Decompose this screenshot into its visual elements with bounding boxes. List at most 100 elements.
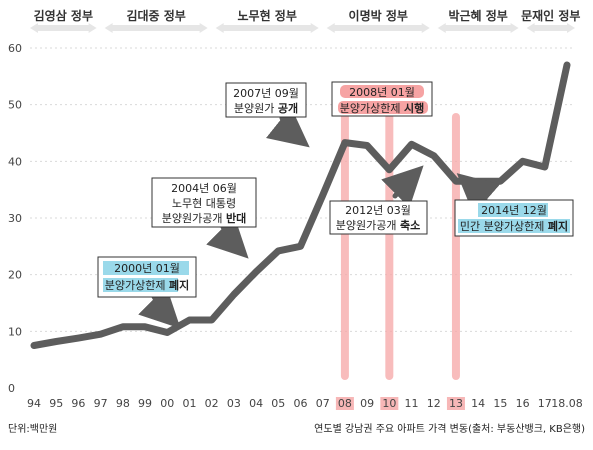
data-point <box>254 269 259 274</box>
data-point <box>143 324 148 329</box>
x-tick-label: 18.08 <box>551 397 583 410</box>
data-point <box>387 167 392 172</box>
era-arrow-right <box>421 23 430 33</box>
y-tick-label: 0 <box>8 382 15 395</box>
x-tick-label: 00 <box>160 397 174 410</box>
era-arrow-right <box>310 23 319 33</box>
data-point <box>32 343 36 348</box>
data-point <box>187 318 192 322</box>
era-arrow-left <box>326 23 335 33</box>
y-tick-label: 30 <box>8 212 22 225</box>
data-point <box>120 324 125 329</box>
annotation-2007-date: 2007년 09월 <box>233 87 299 100</box>
data-point <box>165 330 170 335</box>
annotation-2004-desc: 분양원가공개 반대 <box>162 211 246 225</box>
annotation-bold-text: 폐지 <box>169 278 189 292</box>
annotation-bold-text: 축소 <box>400 218 420 232</box>
data-point <box>520 159 525 164</box>
annotation-text: 분양원가공개 <box>162 212 226 225</box>
era-label: 이명박 정부 <box>349 8 408 23</box>
x-tick-label: 98 <box>116 397 130 410</box>
data-point <box>565 63 569 67</box>
x-tick-label: 07 <box>316 397 330 410</box>
era-arrow-right <box>199 23 208 33</box>
highlight-bar <box>451 113 460 380</box>
era-bands: 김영삼 정부 김대중 정부 노무현 정부 이명박 정부 박근혜 정부 문재인 정부 <box>30 8 580 33</box>
data-point <box>365 143 370 148</box>
svg-text:민간 분양가상한제 폐지: 민간 분양가상한제 폐지 <box>460 219 568 233</box>
annotation-2004: 2004년 06월 노무현 대통령 분양원가공개 반대 <box>151 177 257 228</box>
svg-text:분양원가공개 축소: 분양원가공개 축소 <box>336 218 420 232</box>
x-tick-label: 16 <box>516 397 530 410</box>
era-band: 문재인 정부 <box>521 8 580 33</box>
annotation-bold-text: 시행 <box>404 101 424 115</box>
annotation-2007: 2007년 09월 분양원가 공개 <box>225 82 307 118</box>
annotation-text: 분양원가공개 <box>336 219 400 232</box>
x-tick-label: 01 <box>182 397 196 410</box>
data-point <box>342 140 347 145</box>
era-arrow-left <box>30 23 38 33</box>
x-tick-label: 12 <box>427 397 441 410</box>
highlight-bar <box>340 113 349 380</box>
x-tick-label: 11 <box>405 397 419 410</box>
x-tick-label: 13 <box>449 397 463 410</box>
era-band: 노무현 정부 <box>215 8 319 33</box>
data-point <box>409 142 414 147</box>
annotation-bold-text: 반대 <box>226 211 246 225</box>
annotation-2008-desc: 분양가상한제 시행 <box>340 101 424 115</box>
data-point <box>320 193 325 198</box>
x-tick-label: 14 <box>471 397 485 410</box>
era-label: 노무현 정부 <box>237 8 296 23</box>
data-point <box>298 244 303 249</box>
data-point <box>542 165 547 169</box>
y-tick-label: 60 <box>8 42 22 55</box>
era-arrow-left <box>215 23 224 33</box>
era-band: 김대중 정부 <box>104 8 208 33</box>
x-tick-label: 15 <box>493 397 507 410</box>
x-tick-label: 09 <box>360 397 374 410</box>
x-tick-label: 02 <box>205 397 219 410</box>
era-arrow-right <box>510 23 519 33</box>
x-tick-label: 99 <box>138 397 152 410</box>
data-point <box>98 332 103 337</box>
era-arrow-left <box>526 23 535 33</box>
annotation-2008-date: 2008년 01월 <box>349 86 415 99</box>
x-axis: 94 95 96 97 98 99 00 01 02 03 04 05 06 07 08 09 10 11 12 13… <box>27 397 583 410</box>
annotation-2007-desc: 분양원가 공개 <box>234 101 298 115</box>
data-point <box>431 153 436 158</box>
data-point <box>498 179 503 184</box>
data-point <box>54 339 59 344</box>
arrow-2014 <box>456 173 500 215</box>
era-arrow-left <box>104 23 113 33</box>
svg-text:분양가상한제 시행: 분양가상한제 시행 <box>340 101 424 115</box>
era-band: 이명박 정부 <box>326 8 430 33</box>
y-tick-label: 10 <box>8 325 22 338</box>
highlight-bar <box>385 113 394 380</box>
annotation-text: 분양원가 <box>234 102 278 115</box>
data-point <box>209 318 214 322</box>
highlight-tick-bg <box>446 397 465 410</box>
arrow-2000 <box>138 286 181 329</box>
y-tick-label: 50 <box>8 99 22 112</box>
annotation-2012: 2012년 03월 분양원가공개 축소 <box>329 200 428 235</box>
x-tick-label: 17 <box>538 397 552 410</box>
x-tick-label: 94 <box>27 397 41 410</box>
data-point <box>276 248 281 253</box>
annotation-text: 분양가상한제 <box>340 102 404 115</box>
era-band: 김영삼 정부 <box>30 8 97 33</box>
annotation-2014-date: 2014년 12월 <box>481 204 547 217</box>
annotation-2014: 2014년 12월 민간 분양가상한제 폐지 <box>454 199 574 237</box>
era-label: 김대중 정부 <box>126 8 185 23</box>
annotation-text: 민간 분양가상한제 <box>460 220 548 233</box>
x-tick-label: 96 <box>71 397 85 410</box>
highlight-tick-bg <box>335 397 354 410</box>
annotation-2004-date: 2004년 06월 <box>171 182 237 195</box>
annotation-bold-text: 폐지 <box>548 219 568 233</box>
era-arrow-right <box>567 23 575 33</box>
svg-text:분양가상한제 폐지: 분양가상한제 폐지 <box>105 278 189 292</box>
svg-text:분양원가 공개: 분양원가 공개 <box>234 101 298 115</box>
x-tick-label: 05 <box>271 397 285 410</box>
annotation-bold-text: 공개 <box>278 101 298 115</box>
arrow-2004 <box>206 216 249 259</box>
